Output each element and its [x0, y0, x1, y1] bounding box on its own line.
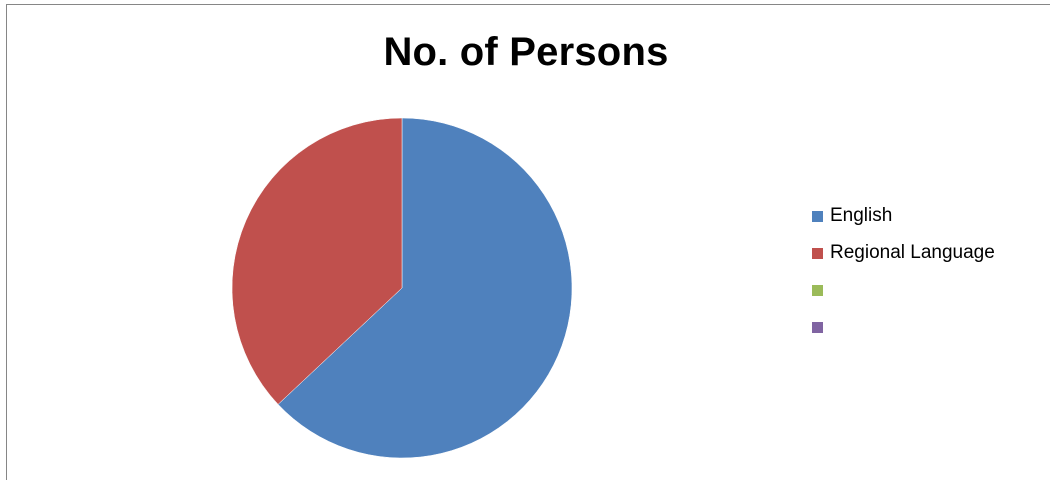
legend-swatch: [812, 211, 823, 222]
legend-swatch: [812, 285, 823, 296]
pie-slice-english: [277, 117, 573, 459]
chart-title: No. of Persons: [383, 30, 669, 74]
pie-slices: [231, 117, 573, 459]
legend-label: English: [830, 205, 893, 226]
legend-swatch: [812, 322, 823, 333]
legend-label: Regional Language: [830, 242, 995, 263]
pie-slice-regional-language: [231, 117, 403, 405]
legend-swatch: [812, 248, 823, 259]
